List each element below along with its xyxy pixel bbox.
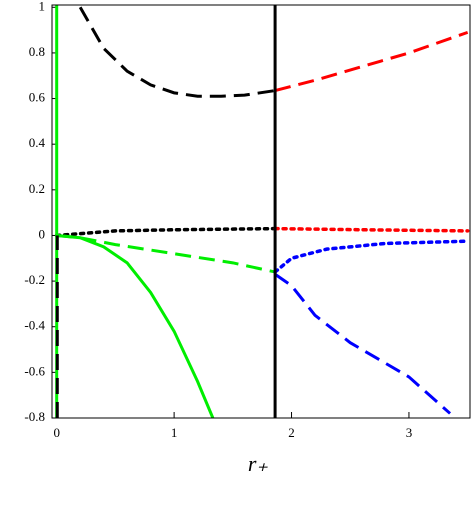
y-tick-label: 0.4: [29, 135, 46, 150]
x-tick-label: 2: [288, 425, 295, 440]
y-tick-label: -0.8: [24, 409, 45, 424]
series-line: [78, 6, 276, 98]
y-tick-label: 1: [39, 0, 46, 13]
y-tick-label: 0.6: [29, 90, 46, 105]
y-tick-label: -0.6: [24, 363, 45, 378]
series-line: [273, 226, 470, 233]
y-tick-label: 0.2: [29, 181, 45, 196]
y-tick-label: 0: [39, 226, 46, 241]
x-tick-label: 0: [53, 425, 60, 440]
y-tick-label: 0.8: [29, 44, 45, 59]
y-tick-label: -0.2: [24, 272, 45, 287]
plot-frame: [51, 4, 471, 419]
x-axis-label: r₊: [248, 451, 269, 476]
x-tick-label: 1: [171, 425, 178, 440]
series-line: [274, 30, 469, 93]
x-tick-label: 3: [406, 425, 413, 440]
series-line: [54, 226, 277, 238]
y-tick-label: -0.4: [24, 318, 45, 333]
series-line: [274, 273, 452, 415]
series-line: [56, 233, 215, 418]
series-line: [273, 239, 470, 274]
